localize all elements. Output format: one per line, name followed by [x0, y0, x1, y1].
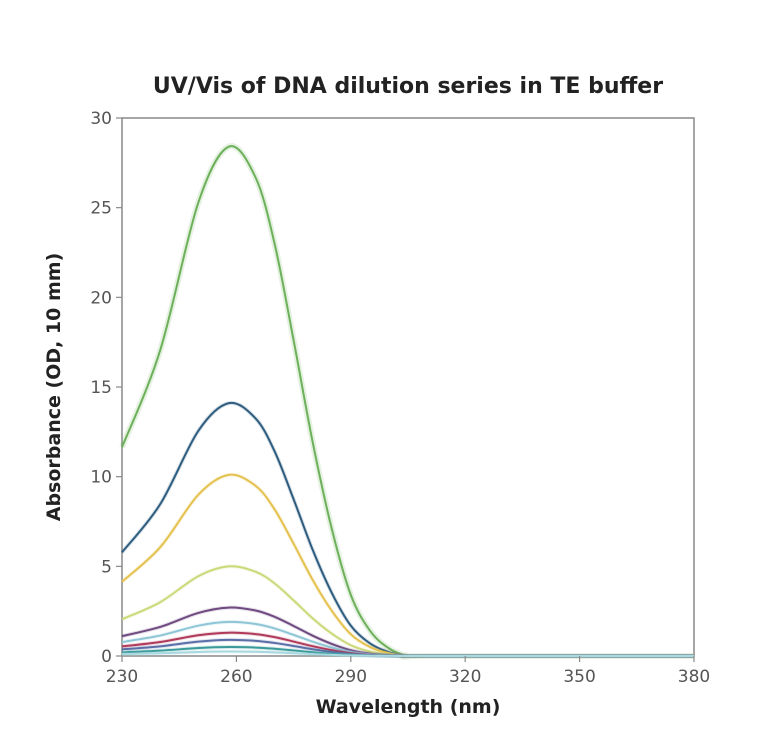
- x-tick-label: 380: [678, 667, 710, 687]
- x-tick-label: 290: [335, 667, 367, 687]
- y-tick-label: 20: [90, 288, 112, 308]
- y-axis-title: Absorbance (OD, 10 mm): [43, 253, 65, 522]
- series-line: [121, 650, 694, 658]
- x-tick-label: 320: [449, 667, 481, 687]
- x-tick-label: 230: [106, 667, 138, 687]
- y-axis: 0 5 10 15 20 25 30: [90, 109, 122, 667]
- x-axis: 230 260 290 320 350 380: [106, 656, 710, 687]
- y-tick-label: 30: [90, 109, 112, 129]
- x-tick-label: 260: [220, 667, 252, 687]
- plot-area: [121, 117, 695, 657]
- y-tick-label: 25: [90, 199, 112, 219]
- x-tick-label: 350: [563, 667, 595, 687]
- y-tick-label: 0: [101, 647, 112, 667]
- x-axis-title: Wavelength (nm): [316, 696, 501, 718]
- series-layer: [119, 143, 694, 660]
- chart-title: UV/Vis of DNA dilution series in TE buff…: [153, 74, 663, 99]
- y-tick-label: 15: [90, 378, 112, 398]
- y-tick-label: 5: [101, 557, 112, 577]
- y-tick-label: 10: [90, 468, 112, 488]
